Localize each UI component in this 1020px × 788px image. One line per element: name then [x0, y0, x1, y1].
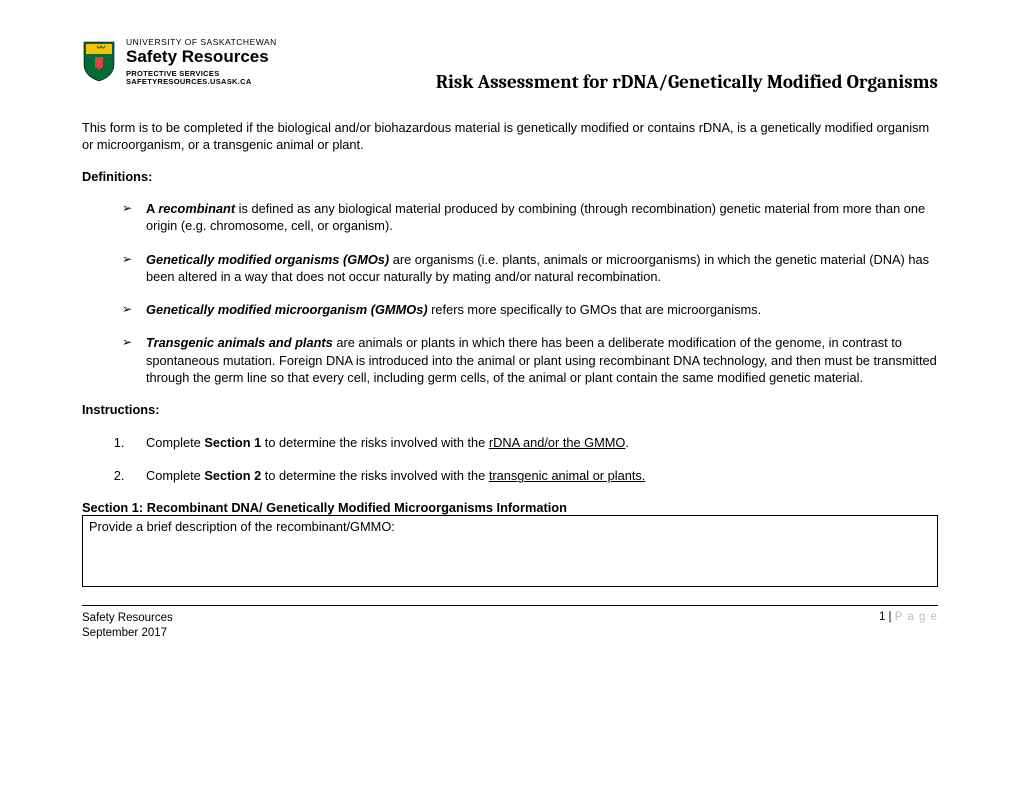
definition-body: is defined as any biological material pr…	[146, 201, 925, 233]
footer: Safety Resources September 2017 1 | P a …	[82, 611, 938, 642]
footer-org: Safety Resources	[82, 611, 173, 627]
page-word: P a g e	[895, 611, 938, 623]
footer-date: September 2017	[82, 626, 173, 642]
footer-left: Safety Resources September 2017	[82, 611, 173, 642]
instruction-pre: Complete	[146, 468, 204, 483]
definition-body: refers more specifically to GMOs that ar…	[428, 302, 762, 317]
logo-line-url: SAFETYRESOURCES.USASK.CA	[126, 78, 277, 86]
definition-term: recombinant	[158, 201, 235, 216]
form-box-prompt: Provide a brief description of the recom…	[89, 519, 395, 534]
instruction-bold: Section 1	[204, 435, 261, 450]
instruction-mid: to determine the risks involved with the	[261, 435, 489, 450]
logo-block: UNIVERSITY OF SASKATCHEWAN Safety Resour…	[82, 38, 277, 87]
definitions-label: Definitions:	[82, 169, 938, 184]
definition-item: Genetically modified microorganism (GMMO…	[128, 301, 938, 318]
document-page: UNIVERSITY OF SASKATCHEWAN Safety Resour…	[0, 0, 1020, 642]
definition-item: A recombinant is defined as any biologic…	[128, 200, 938, 235]
definition-item: Transgenic animals and plants are animal…	[128, 334, 938, 386]
instruction-mid: to determine the risks involved with the	[261, 468, 489, 483]
description-input-box[interactable]: Provide a brief description of the recom…	[82, 515, 938, 587]
definition-prefix: A	[146, 201, 158, 216]
logo-line-university: UNIVERSITY OF SASKATCHEWAN	[126, 38, 277, 47]
instruction-underlined: rDNA and/or the GMMO	[489, 435, 626, 450]
instruction-bold: Section 2	[204, 468, 261, 483]
footer-divider	[82, 605, 938, 606]
definition-item: Genetically modified organisms (GMOs) ar…	[128, 251, 938, 286]
intro-paragraph: This form is to be completed if the biol…	[82, 119, 938, 154]
instruction-item: Complete Section 1 to determine the risk…	[128, 433, 938, 452]
section-1-heading: Section 1: Recombinant DNA/ Genetically …	[82, 500, 938, 515]
shield-icon	[82, 40, 116, 82]
footer-right: 1 | P a g e	[879, 611, 938, 642]
instruction-post: .	[625, 435, 629, 450]
instructions-list: Complete Section 1 to determine the risk…	[82, 433, 938, 485]
instruction-item: Complete Section 2 to determine the risk…	[128, 466, 938, 485]
page-separator: |	[885, 611, 894, 623]
definition-term: Genetically modified organisms (GMOs)	[146, 252, 389, 267]
instructions-label: Instructions:	[82, 402, 938, 417]
logo-text: UNIVERSITY OF SASKATCHEWAN Safety Resour…	[126, 38, 277, 87]
definitions-list: A recombinant is defined as any biologic…	[82, 200, 938, 386]
definition-term: Transgenic animals and plants	[146, 335, 333, 350]
page-title: Risk Assessment for rDNA/Genetically Mod…	[436, 71, 938, 93]
instruction-pre: Complete	[146, 435, 204, 450]
definition-term: Genetically modified microorganism (GMMO…	[146, 302, 428, 317]
instruction-underlined: transgenic animal or plants.	[489, 468, 646, 483]
logo-line-dept: Safety Resources	[126, 48, 277, 67]
